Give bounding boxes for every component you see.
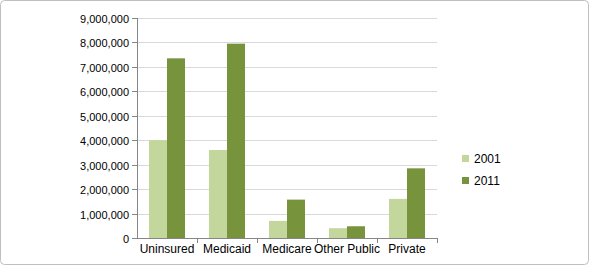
bar <box>389 199 407 238</box>
y-tick-label: 6,000,000 <box>80 86 129 98</box>
y-tick <box>132 165 137 166</box>
y-tick-label: 5,000,000 <box>80 111 129 123</box>
y-tick <box>132 214 137 215</box>
x-axis <box>137 238 437 239</box>
y-tick <box>132 18 137 19</box>
x-tick-label: Other Public <box>314 242 380 256</box>
bar <box>269 221 287 238</box>
y-tick <box>132 91 137 92</box>
y-tick <box>132 67 137 68</box>
x-tick <box>257 238 258 243</box>
y-tick-label: 1,000,000 <box>80 209 129 221</box>
legend-label: 2001 <box>474 152 501 166</box>
legend-label: 2011 <box>474 174 500 188</box>
x-tick <box>197 238 198 243</box>
y-tick-label: 4,000,000 <box>80 135 129 147</box>
y-tick <box>132 42 137 43</box>
legend-swatch <box>462 155 469 162</box>
grid-line <box>137 42 437 43</box>
y-tick-label: 7,000,000 <box>80 62 129 74</box>
bar <box>227 44 245 238</box>
bar <box>287 200 305 238</box>
bar <box>149 140 167 238</box>
y-axis <box>137 18 138 238</box>
y-tick <box>132 238 137 239</box>
bar <box>329 228 347 238</box>
frame <box>1 1 589 265</box>
y-tick-label: 8,000,000 <box>80 37 129 49</box>
bar <box>167 58 185 238</box>
bar <box>209 150 227 238</box>
bars <box>149 44 425 238</box>
y-tick-label: 2,000,000 <box>80 184 129 196</box>
y-tick <box>132 140 137 141</box>
bar <box>347 226 365 238</box>
x-tick-label: Private <box>388 242 426 256</box>
y-tick <box>132 116 137 117</box>
x-tick-label: Medicaid <box>203 242 251 256</box>
x-tick-label: Medicare <box>262 242 312 256</box>
y-tick-label: 0 <box>123 233 129 245</box>
legend-swatch <box>462 177 469 184</box>
grid-line <box>137 238 437 239</box>
y-tick-label: 9,000,000 <box>80 13 129 25</box>
x-tick <box>437 238 438 243</box>
bar <box>407 168 425 238</box>
y-tick <box>132 189 137 190</box>
y-tick-label: 3,000,000 <box>80 160 129 172</box>
grid-line <box>137 18 437 19</box>
chart: 0 1,000,000 2,000,000 3,000,000 4,000,000 5,0… <box>0 0 589 265</box>
x-tick-label: Uninsured <box>140 242 195 256</box>
